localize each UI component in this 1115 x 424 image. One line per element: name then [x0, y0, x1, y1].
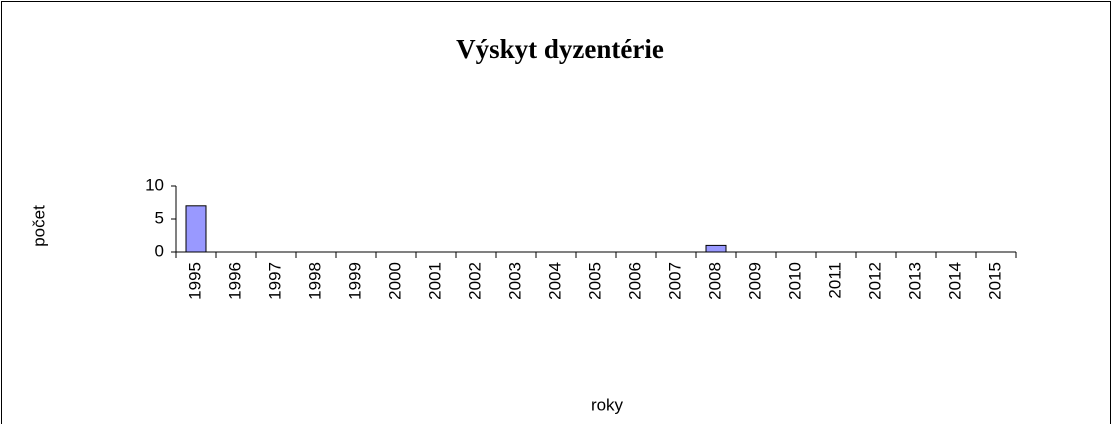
x-tick-label: 2001	[425, 262, 444, 300]
x-tick-label: 2006	[625, 262, 644, 300]
x-tick-label: 2004	[545, 262, 564, 300]
x-tick-label: 2013	[905, 262, 924, 300]
x-tick-label: 1995	[185, 262, 204, 300]
y-tick-label: 10	[145, 175, 164, 194]
x-tick-label: 2000	[385, 262, 404, 300]
x-tick-label: 2002	[465, 262, 484, 300]
x-tick-label: 2011	[825, 262, 844, 299]
x-tick-label: 2003	[505, 262, 524, 300]
x-tick-label: 2010	[785, 262, 804, 300]
x-tick-label: 1998	[305, 262, 324, 300]
bar	[185, 205, 207, 253]
y-axis-label: počet	[29, 205, 48, 247]
x-tick-label: 1997	[265, 262, 284, 300]
x-tick-label: 1999	[345, 262, 364, 300]
chart-title: Výskyt dyzentérie	[456, 34, 664, 64]
y-tick-label: 0	[155, 241, 164, 260]
x-tick-label: 2014	[945, 262, 964, 300]
x-tick-label: 2008	[705, 262, 724, 300]
x-tick-label: 2012	[865, 262, 884, 300]
bar	[705, 244, 727, 253]
x-tick-label: 2009	[745, 262, 764, 300]
x-axis-label: roky	[591, 395, 624, 414]
x-tick-label: 1996	[225, 262, 244, 300]
x-tick-label: 2015	[985, 262, 1004, 300]
x-tick-label: 2007	[665, 262, 684, 300]
y-tick-label: 5	[155, 208, 164, 227]
x-tick-label: 2005	[585, 262, 604, 300]
